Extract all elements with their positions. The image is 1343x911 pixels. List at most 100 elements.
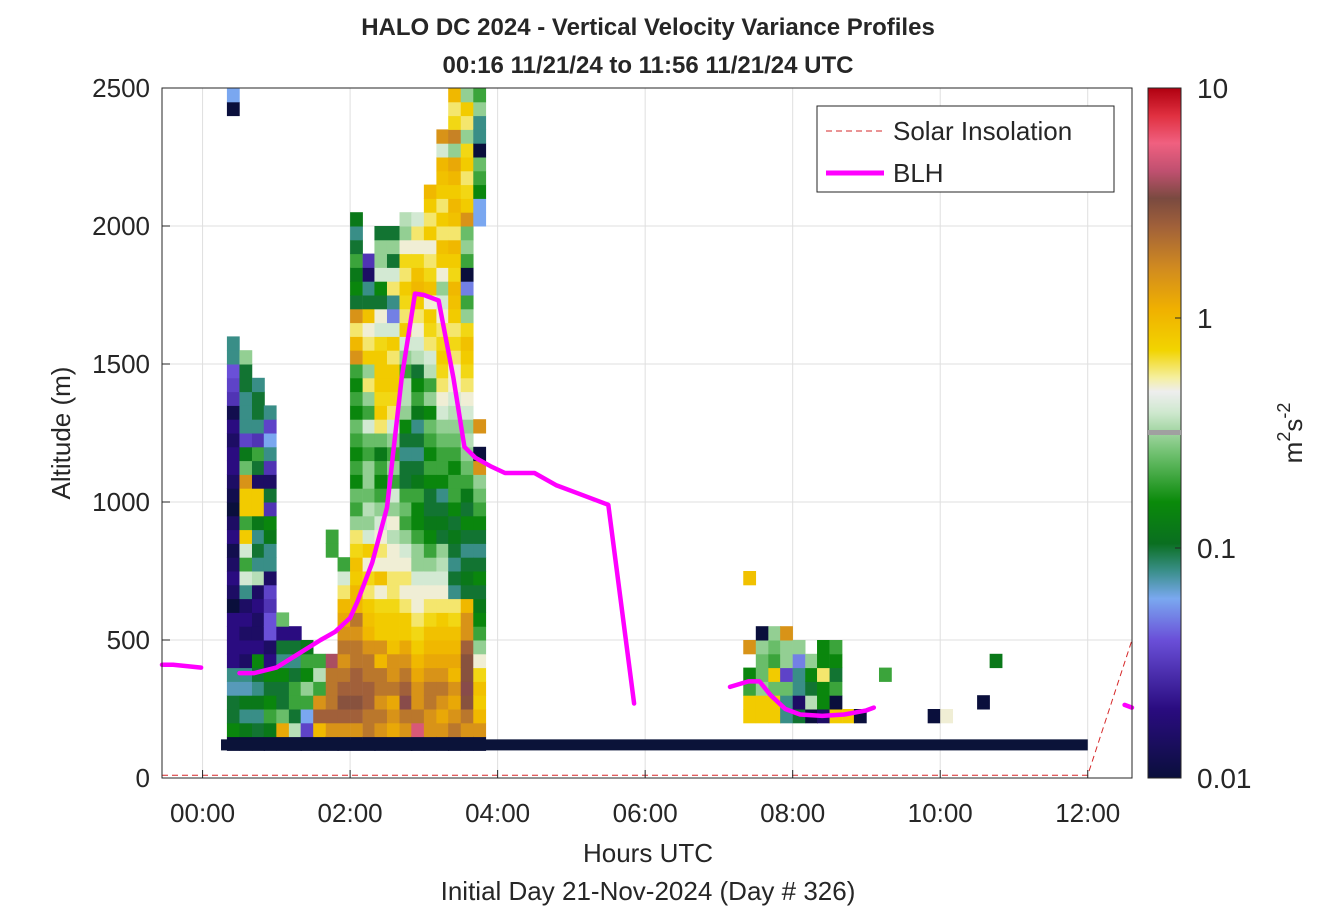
heatmap-cell bbox=[386, 350, 400, 365]
heatmap-cell bbox=[362, 626, 376, 641]
heatmap-cell bbox=[386, 653, 400, 669]
heatmap-cell bbox=[362, 488, 376, 503]
heatmap-cell bbox=[448, 433, 462, 448]
heatmap-cell bbox=[337, 584, 351, 600]
heatmap-cell bbox=[337, 709, 351, 724]
heatmap-cell bbox=[362, 281, 376, 296]
heatmap-cell bbox=[460, 460, 474, 475]
heatmap-cell bbox=[337, 653, 351, 669]
y-axis-label: Altitude (m) bbox=[46, 367, 76, 500]
heatmap-cell bbox=[423, 391, 437, 406]
heatmap-cell bbox=[411, 571, 425, 586]
x-tick-label: 04:00 bbox=[465, 798, 530, 828]
heatmap-cell bbox=[473, 681, 487, 696]
heatmap-cell bbox=[805, 695, 819, 710]
heatmap-cell bbox=[239, 474, 253, 489]
heatmap-cell bbox=[460, 709, 474, 724]
heatmap-cell bbox=[362, 364, 376, 379]
heatmap-cell bbox=[300, 681, 314, 696]
heatmap-cell bbox=[473, 129, 487, 144]
heatmap-cell bbox=[350, 391, 363, 406]
heatmap-cell bbox=[362, 515, 376, 531]
heatmap-cell bbox=[460, 488, 474, 503]
heatmap-cell bbox=[460, 405, 474, 420]
heatmap-cell bbox=[226, 722, 240, 738]
heatmap-cell bbox=[448, 557, 462, 572]
heatmap-cell bbox=[423, 281, 437, 296]
heatmap-cell bbox=[423, 529, 437, 544]
heatmap-cell bbox=[226, 695, 240, 710]
heatmap-cell bbox=[977, 695, 990, 710]
heatmap-cell bbox=[362, 695, 376, 710]
heatmap-cell bbox=[350, 488, 363, 503]
heatmap-cell bbox=[423, 226, 437, 241]
heatmap-cell bbox=[226, 336, 240, 351]
heatmap-cell bbox=[350, 350, 363, 365]
heatmap-cell bbox=[226, 515, 240, 531]
heatmap-cell bbox=[473, 529, 487, 544]
heatmap-cell bbox=[386, 722, 400, 738]
heatmap-cell bbox=[226, 681, 240, 696]
heatmap-cell bbox=[374, 474, 388, 489]
heatmap-cell bbox=[251, 446, 265, 462]
heatmap-cell bbox=[226, 488, 240, 503]
heatmap-cell bbox=[423, 460, 437, 475]
heatmap-cell bbox=[411, 667, 425, 682]
heatmap-cell bbox=[399, 239, 413, 255]
heatmap-cell bbox=[325, 681, 339, 696]
heatmap-cell bbox=[460, 295, 474, 310]
heatmap-cell bbox=[226, 446, 240, 462]
heatmap-cell bbox=[362, 267, 376, 282]
heatmap-cell bbox=[473, 515, 487, 531]
heatmap-cell bbox=[374, 667, 388, 682]
heatmap-cell bbox=[288, 640, 302, 655]
heatmap-cell bbox=[755, 695, 769, 710]
heatmap-cell bbox=[780, 681, 793, 696]
heatmap-cell bbox=[350, 460, 363, 475]
heatmap-cell bbox=[755, 667, 769, 682]
heatmap-cell bbox=[263, 419, 277, 434]
heatmap-cell bbox=[448, 129, 462, 144]
heatmap-cell bbox=[423, 446, 437, 462]
heatmap-cell bbox=[276, 667, 290, 682]
heatmap-cell bbox=[399, 709, 413, 724]
heatmap-cell bbox=[423, 667, 437, 682]
heatmap-cell bbox=[473, 571, 487, 586]
y-tick-label: 2000 bbox=[92, 211, 150, 241]
heatmap-cell bbox=[276, 612, 290, 627]
heatmap-cell bbox=[239, 488, 253, 503]
heatmap-cell bbox=[399, 626, 413, 641]
heatmap-cell bbox=[386, 515, 400, 531]
heatmap-cell bbox=[350, 253, 363, 268]
heatmap-cell bbox=[276, 626, 290, 641]
heatmap-cell bbox=[436, 267, 450, 282]
heatmap-cell bbox=[448, 571, 462, 586]
heatmap-cell bbox=[411, 709, 425, 724]
heatmap-cell bbox=[251, 377, 265, 393]
heatmap-cell bbox=[399, 598, 413, 613]
heatmap-cell bbox=[411, 653, 425, 669]
heatmap-cell bbox=[239, 391, 253, 406]
heatmap-cell bbox=[300, 695, 314, 710]
heatmap-cell bbox=[374, 433, 388, 448]
heatmap-cell bbox=[743, 640, 757, 655]
heatmap-cell bbox=[226, 557, 240, 572]
heatmap-cell bbox=[448, 101, 462, 117]
heatmap-cell bbox=[386, 529, 400, 544]
heatmap-cell bbox=[792, 653, 806, 669]
heatmap-cell bbox=[411, 626, 425, 641]
heatmap-cell bbox=[460, 695, 474, 710]
heatmap-cell bbox=[386, 681, 400, 696]
heatmap-cell bbox=[423, 598, 437, 613]
heatmap-cell bbox=[805, 653, 819, 669]
heatmap-cell bbox=[829, 653, 843, 669]
heatmap-cell bbox=[386, 322, 400, 337]
x-tick-label: 12:00 bbox=[1055, 798, 1120, 828]
blh-line bbox=[1122, 702, 1135, 710]
heatmap-cell bbox=[350, 405, 363, 420]
y-tick-label: 1500 bbox=[92, 349, 150, 379]
heatmap-cell bbox=[239, 557, 253, 572]
heatmap-cell bbox=[460, 612, 474, 627]
heatmap-cell bbox=[362, 598, 376, 613]
heatmap-cell bbox=[460, 377, 474, 393]
